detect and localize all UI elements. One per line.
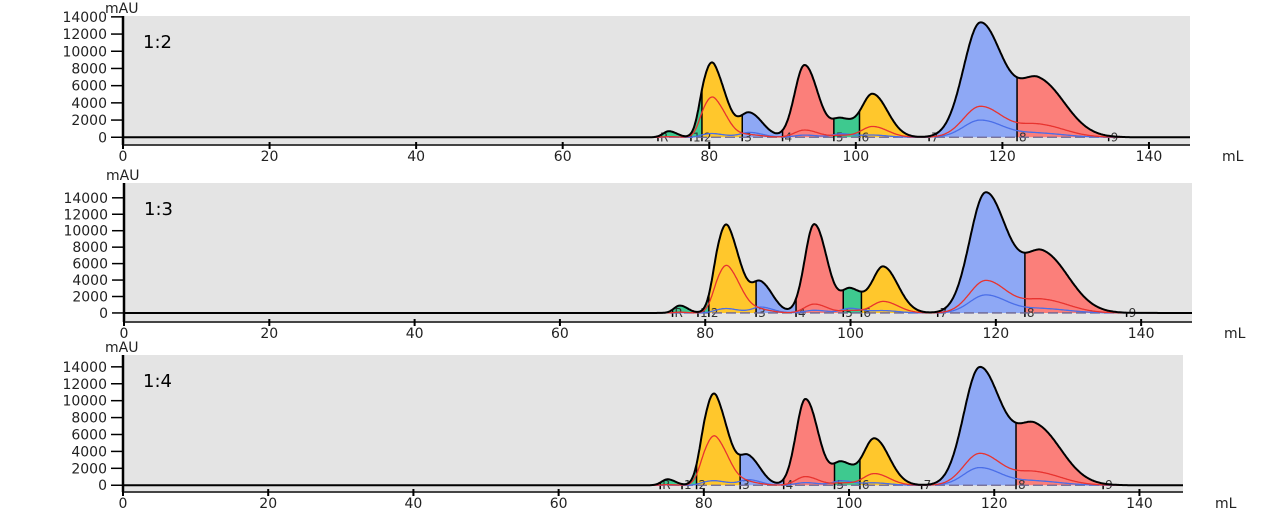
y-tick-label: 6000 <box>71 79 107 95</box>
x-tick-label: 100 <box>842 149 869 165</box>
y-axis-label: mAU <box>105 1 138 17</box>
y-tick-label: 0 <box>98 478 107 494</box>
y-tick-label: 4000 <box>71 96 107 112</box>
x-tick-label: 140 <box>1128 326 1155 342</box>
x-tick-label: 80 <box>695 496 713 512</box>
y-tick-label: 10000 <box>63 224 108 240</box>
y-tick-label: 8000 <box>72 240 108 256</box>
x-axis-label: mL <box>1215 496 1237 512</box>
y-tick-label: 8000 <box>71 411 107 427</box>
panel-label: 1:2 <box>143 32 172 53</box>
x-axis-label: mL <box>1224 326 1246 342</box>
y-tick-label: 0 <box>98 130 107 146</box>
y-axis-label: mAU <box>106 168 139 184</box>
x-tick-label: 140 <box>1126 496 1153 512</box>
x-tick-label: 60 <box>554 149 572 165</box>
y-tick-label: 6000 <box>71 427 107 443</box>
x-tick-label: 140 <box>1136 149 1163 165</box>
x-tick-label: 120 <box>982 326 1009 342</box>
x-tick-label: 80 <box>700 149 718 165</box>
x-axis-label: mL <box>1222 149 1244 165</box>
panel-label: 1:4 <box>143 371 172 392</box>
y-tick-label: 14000 <box>62 360 107 376</box>
x-tick-label: 100 <box>836 496 863 512</box>
x-tick-label: 40 <box>404 496 422 512</box>
y-tick-label: 2000 <box>71 113 107 129</box>
x-tick-label: 20 <box>261 149 279 165</box>
y-tick-label: 12000 <box>63 207 108 223</box>
y-tick-label: 12000 <box>62 27 107 43</box>
x-tick-label: 60 <box>550 496 568 512</box>
y-tick-label: 14000 <box>62 10 107 26</box>
x-tick-label: 40 <box>406 326 424 342</box>
x-tick-label: 20 <box>260 326 278 342</box>
x-tick-label: 0 <box>119 496 128 512</box>
y-tick-label: 8000 <box>71 61 107 77</box>
x-tick-label: 120 <box>981 496 1008 512</box>
y-axis-label: mAU <box>105 340 138 356</box>
panel-label: 1:3 <box>144 199 173 220</box>
y-tick-label: 4000 <box>71 444 107 460</box>
x-tick-label: 0 <box>119 149 128 165</box>
x-tick-label: 60 <box>551 326 569 342</box>
y-tick-label: 4000 <box>72 273 108 289</box>
x-tick-label: 80 <box>696 326 714 342</box>
x-tick-label: 20 <box>259 496 277 512</box>
y-tick-label: 6000 <box>72 257 108 273</box>
y-tick-label: 14000 <box>63 191 108 207</box>
y-tick-label: 2000 <box>71 461 107 477</box>
y-tick-label: 0 <box>99 306 108 322</box>
x-tick-label: 100 <box>837 326 864 342</box>
y-tick-label: 10000 <box>62 394 107 410</box>
y-tick-label: 2000 <box>72 290 108 306</box>
y-tick-label: 10000 <box>62 44 107 60</box>
y-tick-label: 12000 <box>62 377 107 393</box>
x-tick-label: 40 <box>407 149 425 165</box>
x-tick-label: 120 <box>989 149 1016 165</box>
